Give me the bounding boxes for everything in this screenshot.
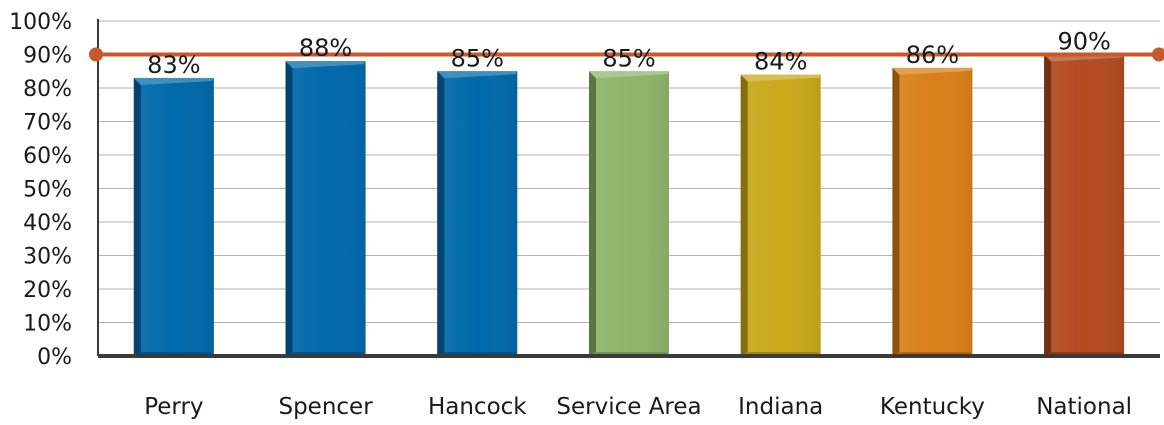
bar-left-bevel (133, 77, 141, 356)
bar (892, 67, 973, 357)
bar (285, 61, 366, 356)
y-tick-label: 60% (23, 144, 72, 169)
reference-line-marker (1152, 47, 1164, 62)
reference-line-group (89, 47, 1164, 62)
y-tick-label: 80% (23, 77, 72, 102)
x-tick-label: Perry (144, 394, 203, 420)
data-label: 85% (451, 44, 504, 72)
data-label: 86% (906, 41, 959, 69)
data-label: 88% (299, 34, 352, 62)
data-label: 90% (1057, 28, 1110, 56)
y-tick-label: 0% (37, 345, 72, 370)
bar-sheen (589, 71, 669, 356)
x-tick-label: Kentucky (880, 394, 985, 420)
y-tick-label: 100% (9, 10, 72, 35)
data-label: 84% (754, 48, 807, 76)
y-tick-label: 10% (23, 312, 72, 337)
reference-line-marker (89, 47, 103, 62)
y-tick-label: 90% (23, 44, 72, 69)
bar-sheen (892, 67, 973, 357)
bar-sheen (285, 61, 366, 356)
bar-top-bevel (285, 61, 366, 69)
bar-left-bevel (285, 61, 293, 356)
x-tick-label: Indiana (738, 394, 823, 420)
bar (437, 71, 518, 356)
bar-left-bevel (589, 71, 596, 356)
bar-left-bevel (892, 67, 900, 357)
bar-top-bevel (133, 77, 214, 85)
x-tick-label: National (1036, 394, 1132, 420)
y-tick-label: 50% (23, 178, 72, 203)
bars (133, 54, 1125, 357)
bar-sheen (133, 77, 214, 356)
data-label: 83% (147, 51, 200, 79)
bar (740, 74, 821, 356)
data-label: 85% (602, 44, 655, 72)
bar-sheen (437, 71, 518, 356)
bar-left-bevel (437, 71, 445, 356)
bar-sheen (1044, 54, 1125, 356)
x-tick-label: Spencer (278, 394, 373, 420)
bar (133, 77, 214, 356)
y-tick-label: 30% (23, 245, 72, 270)
bar-top-bevel (589, 71, 669, 79)
bar-left-bevel (740, 74, 748, 356)
bar (1044, 54, 1125, 356)
bar-top-bevel (740, 74, 821, 82)
labels: 0% 10% 20% 30% 40% 50% 60% 70% 80% 90% 100% Perry 83… (9, 10, 1132, 420)
bar-sheen (740, 74, 821, 356)
axes (97, 19, 1160, 358)
bar-left-bevel (1044, 54, 1052, 356)
y-tick-label: 40% (23, 211, 72, 236)
bar-top-bevel (892, 67, 973, 75)
bar-top-bevel (437, 71, 518, 79)
x-tick-label: Service Area (556, 394, 701, 420)
y-tick-label: 20% (23, 278, 72, 303)
x-tick-label: Hancock (428, 394, 527, 420)
y-tick-label: 70% (23, 111, 72, 136)
bar (589, 71, 669, 356)
